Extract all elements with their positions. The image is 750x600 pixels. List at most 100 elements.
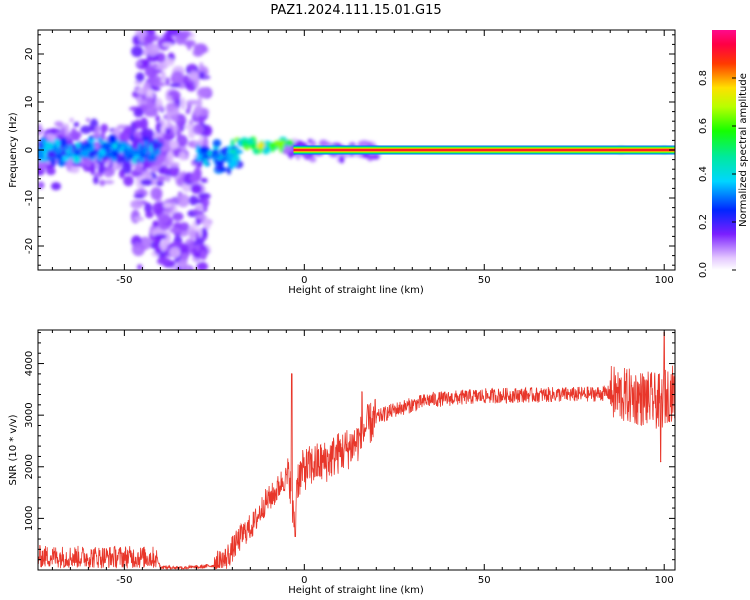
heatmap-cell — [156, 175, 166, 183]
chart-title: PAZ1.2024.111.15.01.G15 — [270, 3, 441, 18]
heatmap-cell — [142, 145, 149, 155]
heatmap-cell — [283, 146, 295, 153]
heatmap-cell — [309, 156, 317, 163]
heatmap-cell — [38, 123, 43, 137]
heatmap-cell — [169, 241, 184, 247]
snr-extreme-point — [361, 391, 363, 393]
heatmap-cell — [155, 103, 161, 108]
colorbar-tick-label: 0.0 — [698, 262, 709, 278]
colorbar-ticks: 0.0 0.2 0.4 0.6 0.8 — [698, 70, 736, 278]
spectrogram-y-label: Frequency (Hz) — [8, 112, 19, 188]
heatmap-cell — [143, 140, 149, 146]
heatmap-cell — [64, 123, 70, 136]
heatmap-cell — [88, 135, 93, 141]
y-tick-label: 1000 — [24, 506, 35, 531]
heatmap-cell — [219, 167, 228, 173]
heatmap-cell — [172, 212, 184, 222]
heatmap-cell — [193, 208, 199, 215]
heatmap-cell — [160, 70, 166, 83]
heatmap-cell — [191, 248, 198, 253]
heatmap-cell — [137, 61, 142, 66]
heatmap-cell — [85, 117, 91, 123]
heatmap-cell — [145, 168, 150, 179]
heatmap-tone-band — [293, 149, 675, 151]
heatmap-cell — [152, 62, 158, 69]
heatmap-cell — [163, 175, 172, 181]
heatmap-cell — [130, 209, 140, 224]
heatmap-cell — [172, 124, 178, 132]
snr-panel: -50 0 50 100 1000 2000 3000 4000 Height of stra… — [8, 329, 676, 596]
heatmap-cell — [180, 97, 186, 111]
y-tick-label: 4000 — [24, 351, 35, 376]
y-tick-label: 2000 — [24, 454, 35, 479]
heatmap-cell — [226, 157, 233, 165]
heatmap-cell — [142, 58, 150, 67]
heatmap-cell — [188, 195, 199, 206]
colorbar-label: Normalized spectral amplitude — [738, 73, 749, 227]
heatmap-cell — [198, 88, 212, 96]
heatmap-cell — [267, 142, 276, 149]
heatmap-cell — [106, 153, 114, 159]
heatmap-cell — [100, 130, 106, 141]
heatmap-cell — [193, 140, 206, 147]
heatmap-cell — [112, 142, 118, 149]
heatmap-cell — [73, 150, 81, 156]
heatmap-cell — [121, 160, 132, 174]
heatmap-cell — [152, 201, 165, 216]
y-tick-label: 0 — [24, 147, 35, 153]
heatmap-cell — [79, 149, 89, 158]
heatmap-cell — [104, 180, 115, 185]
colorbar-tick-label: 0.6 — [698, 118, 709, 134]
heatmap-cell — [212, 139, 222, 148]
heatmap-cell — [133, 216, 145, 222]
heatmap-cell — [97, 161, 106, 174]
heatmap-cell — [178, 151, 187, 161]
heatmap-cell — [199, 145, 209, 154]
heatmap-cell — [150, 161, 156, 167]
heatmap-cell — [193, 105, 202, 117]
heatmap-cell — [139, 117, 149, 131]
heatmap-cell — [235, 149, 244, 154]
heatmap-cell — [55, 139, 61, 149]
colorbar: 0.0 0.2 0.4 0.6 0.8 Normalized spectral ampl… — [698, 30, 749, 278]
x-tick-label: -50 — [116, 575, 132, 586]
heatmap-cell — [136, 264, 143, 270]
heatmap-cell — [105, 160, 111, 166]
heatmap-cell — [122, 147, 130, 158]
heatmap-cell — [131, 45, 144, 58]
heatmap-cell — [177, 259, 188, 269]
heatmap-cell — [154, 246, 162, 255]
colorbar-tick-label: 0.2 — [698, 214, 709, 230]
heatmap-cell — [230, 138, 235, 147]
heatmap-cell — [70, 127, 78, 141]
heatmap-cell — [73, 121, 80, 127]
heatmap-cell — [165, 127, 171, 136]
heatmap-cell — [130, 199, 144, 209]
heatmap-cell — [169, 246, 181, 258]
snr-x-label: Height of straight line (km) — [288, 585, 424, 596]
heatmap-cell — [187, 42, 192, 51]
heatmap-cell — [190, 171, 198, 184]
heatmap-cell — [144, 109, 158, 117]
heatmap-cell — [188, 63, 196, 72]
heatmap-cell — [195, 214, 208, 220]
heatmap-cell — [188, 70, 199, 81]
spectrogram-axes: -50 0 50 100 -20 -10 0 10 20 — [24, 30, 675, 286]
heatmap-cell — [224, 146, 229, 151]
heatmap-cell — [80, 125, 92, 134]
heatmap-cell — [192, 123, 205, 135]
heatmap-cell — [186, 99, 200, 105]
heatmap-cell — [192, 48, 204, 57]
heatmap-cell — [93, 175, 99, 185]
heatmap-cell — [43, 146, 48, 157]
heatmap-cell — [225, 153, 236, 158]
y-tick-label: -20 — [24, 238, 35, 254]
heatmap-cell — [83, 141, 91, 147]
heatmap-cell — [53, 147, 64, 154]
snr-axes: -50 0 50 100 1000 2000 3000 4000 — [24, 330, 675, 586]
spectrogram-heatmap — [38, 30, 675, 270]
heatmap-cell — [151, 140, 160, 151]
heatmap-cell — [68, 144, 73, 154]
heatmap-cell — [199, 71, 206, 78]
